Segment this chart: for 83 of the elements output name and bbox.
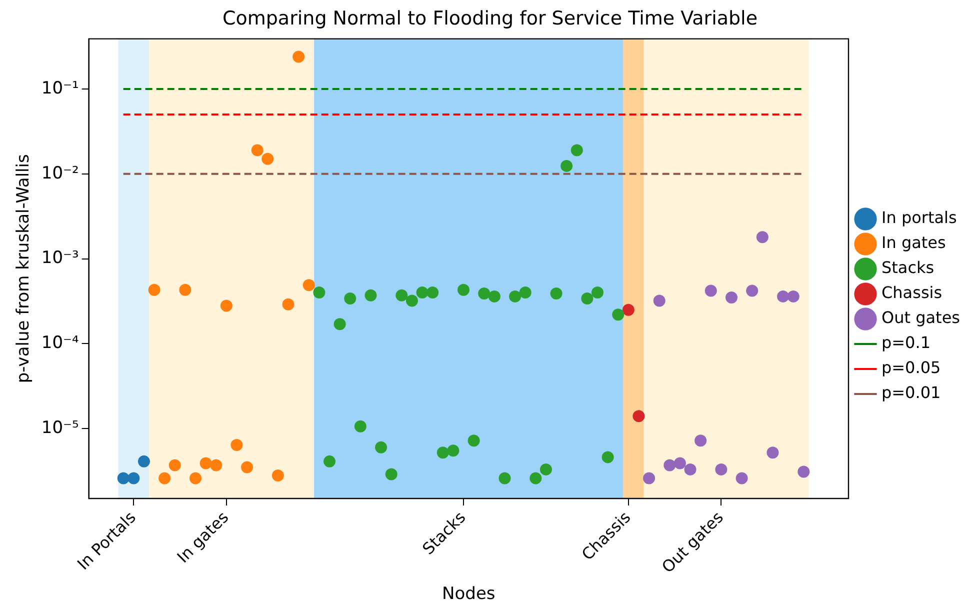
- point: [468, 434, 480, 447]
- point: [302, 279, 315, 292]
- point: [313, 286, 326, 299]
- point: [375, 441, 388, 454]
- point: [282, 298, 294, 310]
- legend-label: p=0.1: [881, 333, 931, 352]
- legend-label: In gates: [881, 233, 946, 252]
- point: [798, 466, 810, 478]
- point: [653, 294, 666, 307]
- point: [632, 410, 645, 422]
- y-axis-title: p-value from kruskal-Wallis: [14, 154, 34, 384]
- point: [251, 144, 264, 156]
- y-tick-label: 10⁻¹: [41, 78, 79, 98]
- point: [509, 290, 522, 302]
- point: [200, 457, 212, 470]
- point: [488, 290, 500, 302]
- point: [396, 289, 408, 302]
- point: [766, 446, 779, 459]
- legend-label: Out gates: [881, 308, 960, 328]
- point: [478, 287, 490, 300]
- point: [570, 144, 583, 156]
- point: [426, 286, 439, 299]
- point: [694, 434, 707, 447]
- point: [364, 289, 377, 302]
- point: [406, 294, 418, 307]
- point: [787, 290, 800, 302]
- point: [560, 160, 573, 172]
- point: [354, 420, 366, 432]
- point: [530, 472, 542, 484]
- point: [230, 439, 243, 452]
- point: [704, 284, 717, 297]
- point: [262, 152, 274, 165]
- point: [715, 463, 728, 476]
- point: [385, 468, 398, 480]
- point: [756, 231, 768, 244]
- point: [158, 472, 171, 484]
- point: [416, 286, 428, 299]
- point: [334, 318, 346, 330]
- point: [447, 444, 460, 457]
- point: [148, 284, 160, 296]
- point: [540, 463, 552, 476]
- point: [519, 286, 532, 299]
- chart-title: Comparing Normal to Flooding for Service Time Variable: [222, 7, 758, 30]
- point: [498, 472, 511, 484]
- point: [746, 284, 758, 297]
- point: [168, 459, 181, 472]
- point: [117, 472, 130, 484]
- point: [436, 446, 449, 459]
- point: [622, 304, 634, 316]
- point: [592, 286, 604, 299]
- legend-label: In portals: [881, 208, 957, 228]
- legend-label: p=0.01: [881, 383, 941, 402]
- point: [324, 455, 336, 468]
- point: [220, 300, 232, 312]
- point: [272, 470, 284, 482]
- point: [684, 463, 696, 476]
- y-tick-label: 10⁻⁴: [41, 333, 80, 354]
- point: [458, 284, 470, 296]
- point: [674, 457, 686, 470]
- y-tick-label: 10⁻²: [41, 163, 79, 184]
- y-tick-label: 10⁻⁵: [41, 418, 79, 438]
- point: [602, 451, 614, 464]
- point: [241, 461, 254, 474]
- point: [344, 292, 356, 305]
- point: [292, 50, 305, 63]
- x-axis-title: Nodes: [442, 584, 496, 604]
- point: [736, 472, 748, 484]
- legend-label: Stacks: [881, 258, 934, 278]
- point: [664, 459, 676, 472]
- point: [138, 455, 150, 468]
- legend-label: Chassis: [881, 283, 942, 302]
- y-tick-label: 10⁻³: [41, 248, 79, 268]
- point: [581, 292, 594, 305]
- point: [128, 472, 140, 484]
- point: [179, 284, 192, 296]
- point: [612, 308, 624, 321]
- point: [190, 472, 202, 484]
- point: [726, 291, 738, 304]
- legend-label: p=0.05: [881, 358, 941, 378]
- point: [777, 290, 790, 302]
- point: [643, 472, 656, 484]
- point: [210, 459, 222, 472]
- point: [550, 287, 562, 300]
